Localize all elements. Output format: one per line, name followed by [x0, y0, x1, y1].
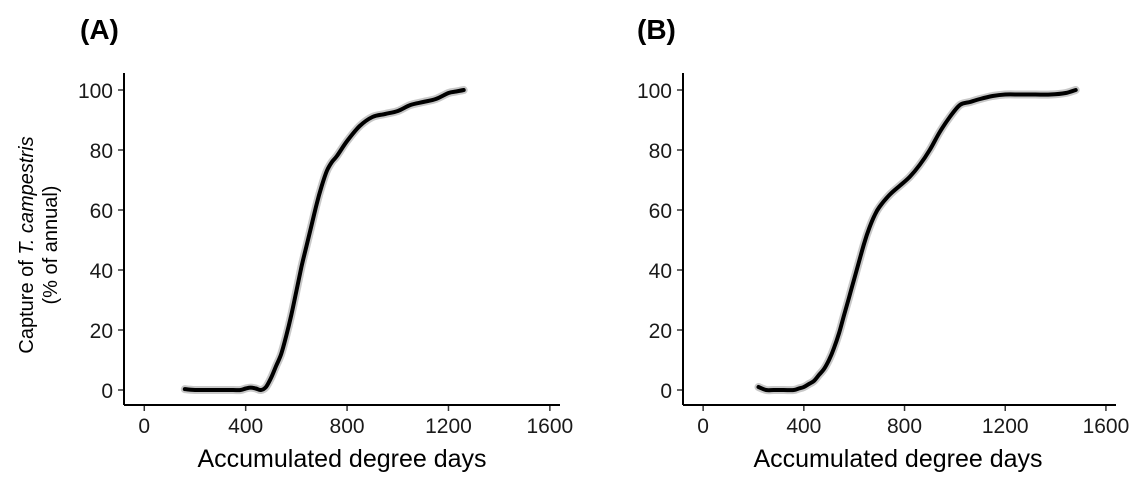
x-tick-label: 800 [887, 415, 922, 438]
x-ticks: 0 400 800 1200 1600 [138, 405, 573, 438]
panel-b-title: (B) [637, 14, 676, 45]
x-tick-label: 800 [330, 415, 365, 438]
x-tick-label: 0 [697, 415, 709, 438]
y-tick-label: 80 [649, 140, 672, 163]
x-tick-label: 1200 [425, 415, 472, 438]
y-tick-label: 0 [101, 380, 113, 403]
y-tick-label: 20 [90, 320, 113, 343]
y-tick-label: 60 [90, 200, 113, 223]
x-axis-title: Accumulated degree days [197, 445, 486, 473]
series-line [756, 88, 1078, 393]
confidence-band [180, 86, 468, 395]
y-ticks: 0 20 40 60 80 100 [637, 80, 683, 403]
x-tick-label: 1200 [982, 415, 1029, 438]
x-tick-label: 400 [786, 415, 821, 438]
confidence-band [754, 86, 1080, 395]
y-tick-label: 20 [649, 320, 672, 343]
y-axis-title-line2: (% of annual) [40, 186, 62, 305]
y-tick-label: 0 [660, 380, 672, 403]
x-tick-label: 0 [138, 415, 150, 438]
x-tick-label: 1600 [1083, 415, 1130, 438]
series-line [182, 88, 466, 393]
y-tick-label: 100 [637, 80, 672, 103]
x-axis-title: Accumulated degree days [753, 445, 1042, 473]
panel-b: (B) 0 400 800 1200 1600 0 20 40 60 80 100 Accumul… [637, 14, 1129, 473]
x-ticks: 0 400 800 1200 1600 [697, 405, 1129, 438]
y-tick-label: 100 [78, 80, 113, 103]
y-tick-label: 40 [90, 260, 113, 283]
panel-a: (A) Capture of T. campestris (% of annua… [16, 14, 573, 473]
x-tick-label: 1600 [527, 415, 574, 438]
x-tick-label: 400 [228, 415, 263, 438]
y-tick-label: 40 [649, 260, 672, 283]
panel-a-title: (A) [80, 14, 119, 45]
y-tick-label: 60 [649, 200, 672, 223]
y-axis-title-line1: Capture of T. campestris [16, 136, 38, 353]
y-tick-label: 80 [90, 140, 113, 163]
y-ticks: 0 20 40 60 80 100 [78, 80, 124, 403]
